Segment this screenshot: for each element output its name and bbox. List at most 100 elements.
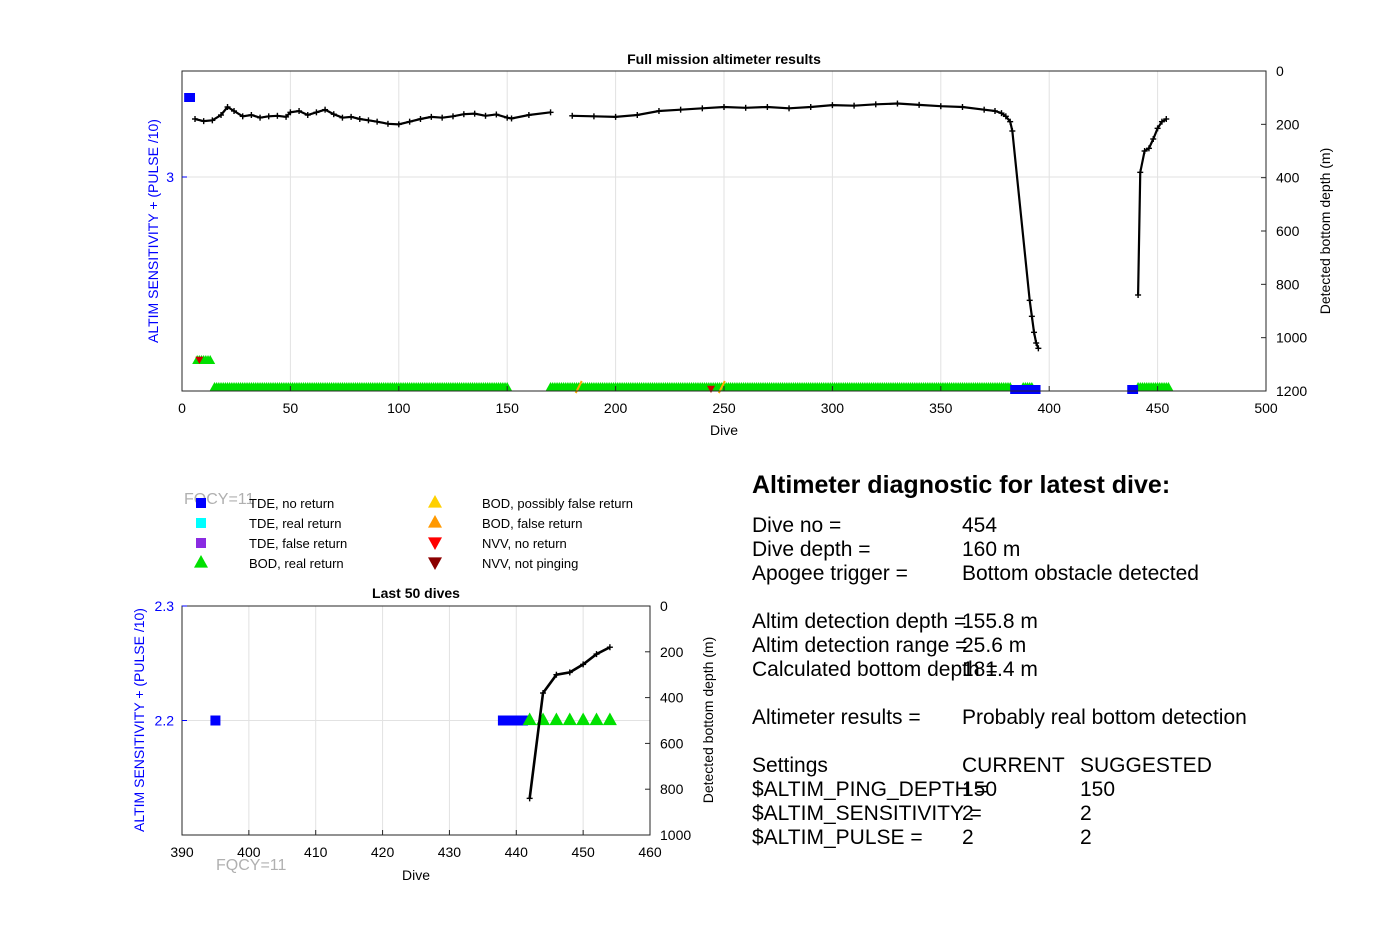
- depth-point: [580, 661, 587, 668]
- depth-point: [634, 112, 641, 118]
- legend-swatch: [196, 498, 206, 508]
- dive-depth-label: Dive depth =: [752, 538, 871, 561]
- legend-swatch: [194, 555, 208, 568]
- depth-point: [471, 110, 478, 117]
- legend-label: TDE, false return: [249, 536, 347, 551]
- diagnostic-title: Altimeter diagnostic for latest dive:: [752, 471, 1171, 499]
- depth-point: [1007, 118, 1014, 125]
- depth-point: [981, 106, 988, 113]
- altim-depth-value: 155.8 m: [962, 610, 1038, 633]
- top-right-tick-label: 600: [1276, 223, 1300, 239]
- bottom-x-tick-label: 460: [638, 844, 662, 860]
- bottom-x-tick-label: 430: [438, 844, 462, 860]
- tde-marker-band: [184, 93, 196, 102]
- depth-point: [200, 118, 207, 125]
- dive-no-label: Dive no =: [752, 514, 842, 537]
- depth-point: [829, 102, 836, 109]
- depth-point: [231, 108, 238, 114]
- depth-point: [569, 112, 576, 119]
- suggested-header: SUGGESTED: [1080, 754, 1212, 777]
- top-x-tick-label: 200: [604, 400, 628, 416]
- depth-point: [287, 109, 294, 116]
- legend-label: BOD, false return: [482, 516, 582, 531]
- top-right-tick-label: 200: [1276, 116, 1300, 132]
- depth-point: [248, 112, 255, 118]
- depth-point: [313, 109, 320, 116]
- full-mission-chart: Full mission altimeter results 0 50 100 150…: [145, 51, 1333, 438]
- depth-point: [218, 112, 225, 118]
- depth-point: [482, 112, 489, 119]
- fqcy-label-upper: FQCY=11: [184, 491, 255, 508]
- pulse-label: $ALTIM_PULSE =: [752, 826, 923, 849]
- top-x-tick-label: 250: [712, 400, 736, 416]
- depth-point: [764, 104, 771, 110]
- legend-label: TDE, no return: [249, 496, 334, 511]
- dive-depth-value: 160 m: [962, 538, 1021, 561]
- depth-point: [1031, 329, 1038, 336]
- tde-marker: [511, 715, 522, 726]
- results-label: Altimeter results =: [752, 706, 921, 729]
- top-right-tick-label: 1000: [1276, 330, 1307, 346]
- depth-point: [937, 103, 944, 110]
- depth-point: [239, 113, 246, 120]
- legend-swatch: [196, 518, 206, 528]
- bottom-x-tick-label: 410: [304, 844, 328, 860]
- sensitivity-current: 2: [962, 802, 974, 825]
- pulse-suggested: 2: [1080, 826, 1092, 849]
- tde-marker-band: [1127, 385, 1139, 394]
- depth-point: [1026, 297, 1033, 304]
- depth-point: [339, 114, 346, 121]
- depth-point: [699, 105, 706, 112]
- bottom-right-tick-label: 1000: [660, 827, 691, 843]
- depth-point: [417, 116, 424, 122]
- depth-line: [194, 105, 551, 126]
- depth-point: [209, 117, 216, 124]
- top-right-tick-label: 1200: [1276, 383, 1307, 399]
- top-right-axis-label: Detected bottom depth (m): [1317, 148, 1333, 315]
- depth-point: [406, 118, 413, 125]
- depth-point: [525, 112, 532, 118]
- fqcy-label-lower: FQCY=11: [216, 857, 287, 874]
- bottom-right-tick-label: 400: [660, 690, 684, 706]
- depth-point: [450, 113, 456, 120]
- top-x-tick-label: 150: [496, 400, 520, 416]
- top-x-tick-label: 350: [929, 400, 953, 416]
- tde-marker: [210, 715, 221, 726]
- bottom-left-tick-label: 2.2: [155, 713, 175, 729]
- diagnostic-panel: Altimeter diagnostic for latest dive: Di…: [752, 470, 1392, 850]
- bottom-left-axis-label: ALTIM SENSITIVITY + (PULSE /10): [131, 608, 147, 832]
- apogee-value: Bottom obstacle detected: [962, 562, 1199, 585]
- depth-point: [612, 113, 619, 120]
- legend-swatch: [196, 538, 206, 548]
- bod-marker: [549, 712, 564, 726]
- depth-point: [395, 121, 402, 128]
- top-right-tick-label: 0: [1276, 63, 1284, 79]
- depth-point: [1145, 145, 1152, 152]
- legend-label: TDE, real return: [249, 516, 341, 531]
- depth-point: [257, 114, 264, 121]
- bod-marker: [205, 355, 216, 364]
- bottom-x-axis-label: Dive: [402, 867, 430, 883]
- top-x-tick-label: 450: [1146, 400, 1170, 416]
- depth-point: [330, 111, 337, 118]
- calc-depth-label: Calculated bottom depth =: [752, 658, 998, 681]
- depth-point: [851, 102, 858, 109]
- depth-point: [265, 113, 272, 120]
- bottom-x-tick-label: 440: [505, 844, 529, 860]
- tde-marker-band: [1010, 385, 1041, 394]
- dive-depth-row: Dive depth = 160 m: [752, 538, 1392, 562]
- depth-point: [348, 113, 355, 120]
- depth-point: [224, 104, 231, 110]
- depth-point: [283, 113, 290, 120]
- bod-marker: [576, 712, 591, 726]
- bottom-right-tick-label: 800: [660, 781, 684, 797]
- depth-point: [547, 109, 554, 116]
- legend-label: NVV, no return: [482, 536, 567, 551]
- nvv-marker: [195, 356, 204, 364]
- depth-point: [807, 104, 814, 110]
- depth-point: [1135, 292, 1142, 298]
- depth-line: [572, 102, 1040, 349]
- depth-point: [384, 120, 391, 127]
- depth-point: [655, 108, 662, 114]
- results-row: Altimeter results = Probably real bottom…: [752, 706, 1392, 730]
